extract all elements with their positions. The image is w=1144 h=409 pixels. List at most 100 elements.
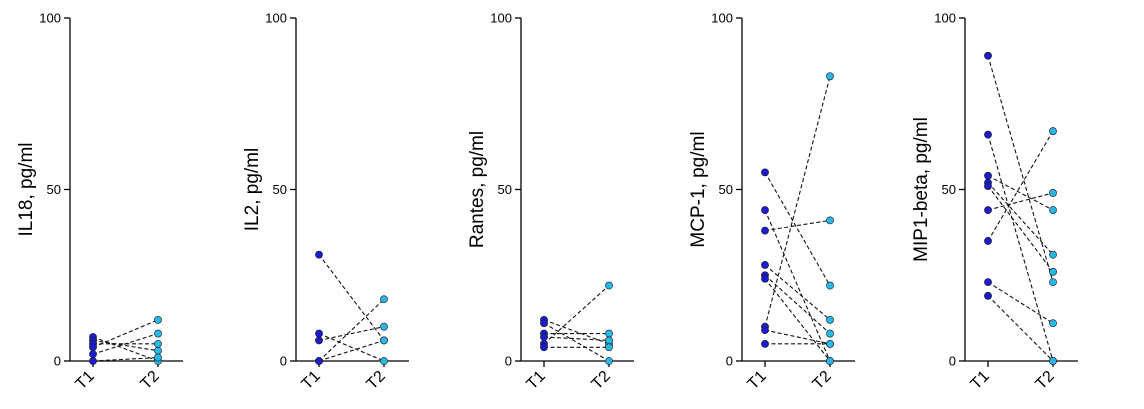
pair-connector-line [92,357,159,362]
t2-data-point [1049,206,1057,214]
pair-connector-line [987,182,1054,256]
pair-connector-line [987,175,1054,211]
t2-data-point [826,339,834,348]
pair-connector-line [764,219,831,232]
t2-data-point [826,281,834,290]
t2-data-point [605,281,613,290]
t1-data-point [315,357,323,365]
t1-data-point [984,130,992,139]
t2-data-point [380,336,388,345]
t2-data-point [826,357,834,365]
x-tick-label: T1 [745,368,770,393]
x-tick-label: T2 [1033,368,1058,393]
y-tick-label: 50 [942,182,956,197]
t1-data-point [761,261,769,269]
y-tick-label: 0 [726,354,733,369]
y-tick-label: 0 [280,354,287,369]
t2-data-point [826,315,834,324]
t2-data-point [826,72,834,81]
pair-connector-line [318,333,385,362]
t2-data-point [1049,189,1057,197]
t1-data-point [540,343,548,352]
t1-data-point [984,182,992,190]
y-tick-label: 100 [265,11,287,26]
y-tick-label: 50 [719,182,733,197]
t2-data-point [154,353,162,362]
y-axis-title: IL18, pg/ml [16,143,37,237]
t1-data-point [89,357,97,365]
y-tick-label: 0 [505,354,512,369]
pair-connector-line [987,185,1054,273]
t2-data-point [1049,357,1057,365]
t1-data-point [89,343,97,352]
t1-data-point [984,51,992,60]
t2-data-point [380,322,388,331]
y-axis-title: MIP1-beta, pg/ml [911,117,932,262]
t2-data-point [154,329,162,338]
x-tick-label: T1 [299,368,324,393]
pair-connector-line [764,209,831,362]
y-axis-title: IL2, pg/ml [242,148,263,231]
t1-data-point [984,171,992,180]
pair-connector-line [987,295,1054,362]
x-tick-label: T2 [810,368,835,393]
chart-panel-3: 0 50 100 T1 T2 Rantes, pg/ml [467,11,634,393]
pair-connector-line [318,339,385,362]
x-tick-label: T1 [968,368,993,393]
t1-data-point [315,250,323,259]
t1-data-point [761,274,769,283]
t1-data-point [984,291,992,300]
t1-data-point [761,339,769,348]
t2-data-point [154,346,162,355]
t1-data-point [315,336,323,345]
t2-data-point [380,295,388,304]
y-tick-label: 100 [39,11,61,26]
pair-connector-line [92,339,159,352]
y-tick-label: 100 [934,11,956,26]
t1-data-point [984,278,992,287]
chart-panel-1: 0 50 100 T1 T2 IL18, pg/ml [16,11,183,393]
t1-data-point [761,206,769,214]
t2-data-point [1049,267,1057,276]
x-tick-label: T2 [364,368,389,393]
pair-connector-line [543,285,610,345]
t1-data-point [984,237,992,245]
pair-connector-line [764,329,831,345]
pair-connector-line [318,326,385,341]
pair-connector-line [543,322,610,362]
pair-connector-line [318,254,385,341]
chart-panel-4: 0 50 100 T1 T2 MCP-1, pg/ml [688,11,855,393]
pair-connector-line [764,172,831,286]
t2-data-point [380,357,388,365]
y-tick-label: 50 [498,182,512,197]
t1-data-point [315,329,323,338]
t2-data-point [605,343,613,352]
t2-data-point [605,336,613,345]
t2-data-point [826,216,834,225]
y-tick-label: 50 [273,182,287,197]
y-axis-title: MCP-1, pg/ml [688,131,709,247]
pair-connector-line [543,319,610,345]
pair-connector-line [764,278,831,362]
t2-data-point [1049,250,1057,259]
chart-panel-5: 0 50 100 T1 T2 MIP1-beta, pg/ml [911,11,1078,393]
chart-panel-2: 0 50 100 T1 T2 IL2, pg/ml [242,11,409,393]
y-tick-label: 50 [47,182,61,197]
y-tick-label: 0 [54,354,61,369]
t2-data-point [154,339,162,348]
t2-data-point [154,315,162,324]
pair-connector-line [764,76,831,327]
pair-connector-line [987,55,1054,283]
pair-connector-line [92,333,159,355]
t2-data-point [1049,278,1057,287]
pair-connector-line [543,336,610,341]
x-tick-label: T1 [73,368,98,393]
pair-connector-line [987,281,1054,324]
t1-data-point [761,168,769,177]
y-tick-label: 0 [949,354,956,369]
t2-data-point [826,329,834,338]
t1-data-point [540,333,548,341]
pair-connector-line [987,130,1054,242]
